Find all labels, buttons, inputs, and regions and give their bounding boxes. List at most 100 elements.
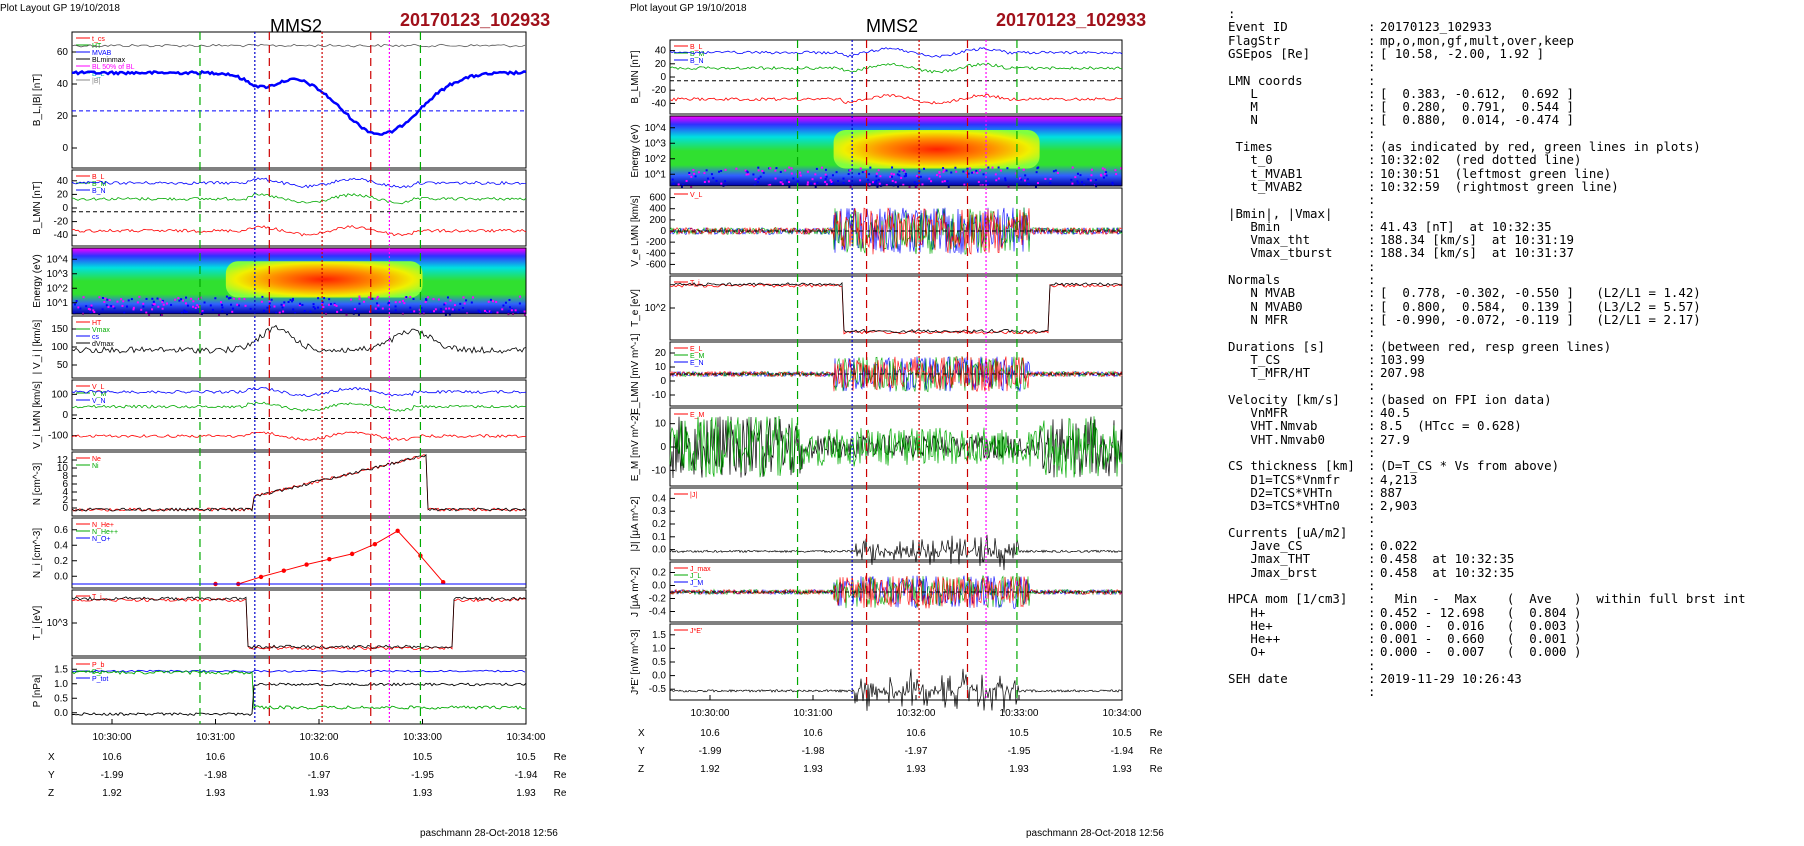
spectrogram-speckle xyxy=(518,295,521,298)
spectrogram-speckle xyxy=(156,297,159,300)
y-tick-label: 400 xyxy=(649,204,666,215)
spectrogram-speckle xyxy=(982,173,985,176)
y-tick-label: 150 xyxy=(51,324,68,335)
position-row-label: Z xyxy=(638,764,644,775)
summary-value: [ 0.383, -0.612, 0.692 ] xyxy=(1380,85,1574,101)
spectrogram-speckle xyxy=(994,173,997,176)
summary-label: T_MFR/HT xyxy=(1228,365,1311,381)
y-tick-label: 600 xyxy=(649,193,666,204)
spectrogram-speckle xyxy=(968,167,971,170)
x-tick-label: 10:34:00 xyxy=(507,732,546,743)
spectrogram-speckle xyxy=(1071,166,1074,169)
spectrogram-speckle xyxy=(685,179,688,182)
spectrogram-speckle xyxy=(824,168,827,171)
summary-label: |Bmin|, |Vmax| xyxy=(1228,205,1333,221)
spectrogram-speckle xyxy=(79,307,82,310)
spectrogram-speckle xyxy=(278,311,281,314)
spectrogram-speckle xyxy=(762,171,765,174)
spectrogram-speckle xyxy=(1081,181,1084,184)
spectrogram-speckle xyxy=(93,311,96,314)
spectrogram-speckle xyxy=(785,179,788,182)
summary-value: 41.43 [nT] at 10:32:35 xyxy=(1380,218,1552,234)
spectrogram-speckle xyxy=(975,169,978,172)
spectrogram-speckle xyxy=(1024,174,1027,177)
spectrogram-speckle xyxy=(121,304,124,307)
trace-line xyxy=(669,207,1123,255)
legend-entry: B_L xyxy=(92,174,105,181)
summary-label: HPCA mom [1/cm3] xyxy=(1228,591,1348,607)
position-value: -1.97 xyxy=(905,746,928,757)
spectrogram-speckle xyxy=(444,313,447,316)
summary-colon: : xyxy=(1368,19,1376,35)
y-axis-label: J*E' [nW m^-3] xyxy=(630,629,641,695)
position-value: 10.5 xyxy=(1009,728,1029,739)
position-row-label: Y xyxy=(48,770,55,781)
spectrogram-speckle xyxy=(178,299,181,302)
spectrogram-speckle xyxy=(688,173,691,176)
y-axis-label: B_LMN [nT] xyxy=(630,50,641,104)
spectrogram-speckle xyxy=(879,175,882,178)
spectrogram-speckle xyxy=(799,174,802,177)
summary-label: Jmax_brst xyxy=(1228,564,1318,580)
summary-label: Jave_CS xyxy=(1228,538,1303,553)
spectrogram-speckle xyxy=(690,175,693,178)
spectrogram-speckle xyxy=(126,305,129,308)
spectrogram-speckle xyxy=(904,172,907,175)
spectrogram-speckle xyxy=(1105,174,1108,177)
spectrogram-speckle xyxy=(945,169,948,172)
panel-2: 10^4 10^3 10^2 10^1 Energy (eV) xyxy=(32,247,527,316)
summary-colon: : xyxy=(1368,59,1376,75)
spectrogram-speckle xyxy=(901,168,904,171)
trace-line xyxy=(71,324,527,355)
legend-entry: E_M xyxy=(690,353,705,360)
summary-colon: : xyxy=(1368,365,1376,381)
spectrogram-speckle xyxy=(831,174,834,177)
y-tick-label: 0.5 xyxy=(652,657,666,668)
summary-colon: : xyxy=(1368,325,1376,341)
spectrogram-speckle xyxy=(891,179,894,182)
left-plot: Plot Layout GP 19/10/2018 MMS2 20170123_10… xyxy=(0,0,600,841)
spectrogram-speckle xyxy=(161,307,164,310)
y-tick-label: 0.0 xyxy=(54,708,68,719)
spectrogram-speckle xyxy=(889,175,892,178)
spectrogram-speckle xyxy=(509,306,512,309)
spectrogram-speckle xyxy=(90,304,93,307)
spectrogram-speckle xyxy=(824,173,827,176)
y-axis-label: V_i LMN [km/s] xyxy=(32,381,43,449)
spectrogram-speckle xyxy=(103,300,106,303)
y-tick-label: -40 xyxy=(652,98,667,109)
y-axis-label: P [nPa] xyxy=(32,674,43,707)
summary-label: FlagStr xyxy=(1228,32,1281,48)
spectrogram-speckle xyxy=(788,166,791,169)
spectrogram-speckle xyxy=(183,310,186,313)
spectrogram-speckle xyxy=(170,303,173,306)
spectrogram-speckle xyxy=(798,171,801,174)
panel-5: 10 0 -10 E_M [mV m^-2] E_M xyxy=(630,407,1123,487)
spectrogram-speckle xyxy=(130,298,133,301)
summary-colon: : xyxy=(1368,272,1376,287)
summary-label: SEH date xyxy=(1228,671,1288,686)
panel-frame xyxy=(669,115,1123,187)
spectrogram-speckle xyxy=(148,313,151,316)
spectrogram-speckle xyxy=(374,307,377,310)
y-tick-label: 10 xyxy=(655,419,667,430)
spectrogram-speckle xyxy=(432,298,435,301)
spectrogram-speckle xyxy=(335,304,338,307)
spectrogram-speckle xyxy=(472,296,475,299)
legend-entry: N_He+ xyxy=(92,522,114,529)
spectrogram-speckle xyxy=(260,300,263,303)
spectrogram-speckle xyxy=(275,311,278,314)
spectrogram-speckle xyxy=(832,182,835,185)
spectrogram-speckle xyxy=(294,311,297,314)
spectrogram-speckle xyxy=(942,167,945,170)
spectrogram-speckle xyxy=(965,171,968,174)
y-tick-label: -600 xyxy=(646,259,666,270)
spectrogram-speckle xyxy=(394,301,397,304)
spectrogram-speckle xyxy=(477,309,480,312)
legend-entry: B_L xyxy=(690,44,703,51)
spectrogram-speckle xyxy=(165,302,168,305)
spectrogram-speckle xyxy=(517,311,520,314)
legend-entry: Vmax xyxy=(92,327,110,334)
spectrogram-speckle xyxy=(152,303,155,306)
